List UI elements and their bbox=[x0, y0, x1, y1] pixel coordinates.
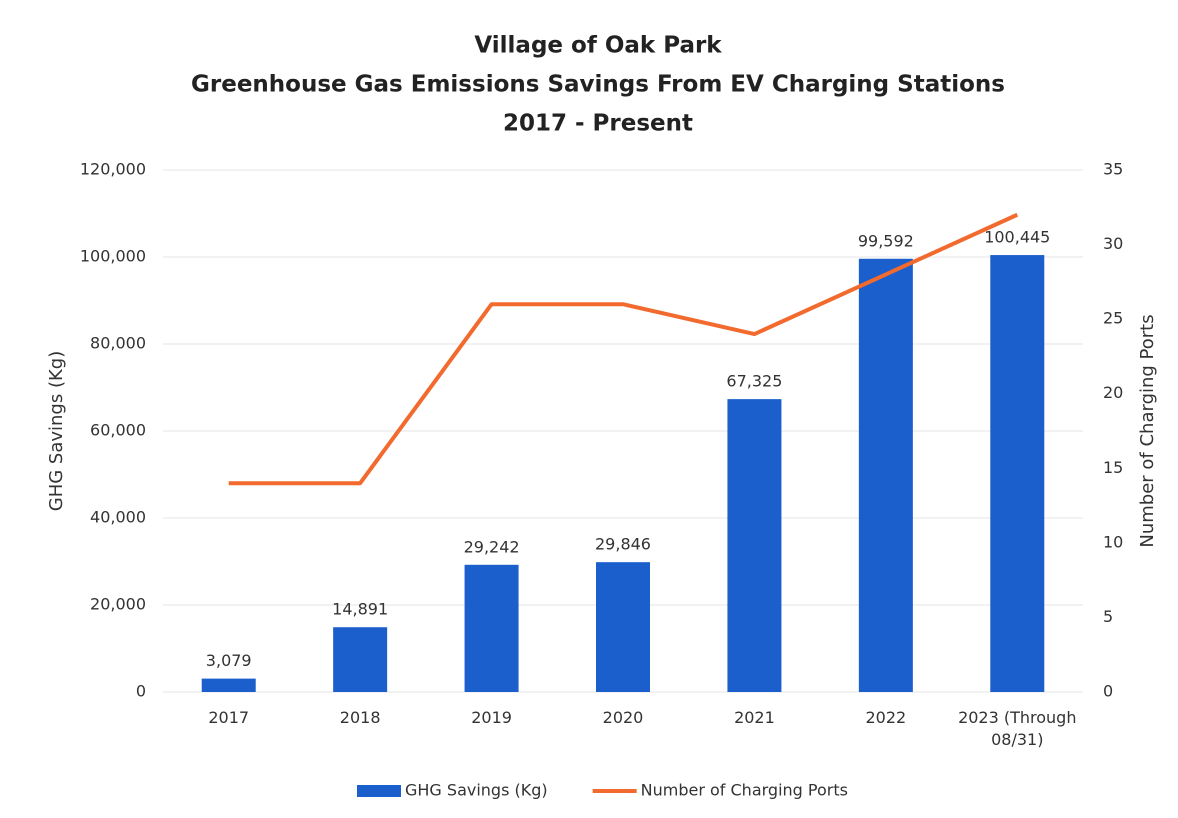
bar bbox=[990, 255, 1045, 692]
bar bbox=[596, 562, 650, 692]
data-label: 99,592 bbox=[858, 231, 914, 250]
y-tick-label: 100,000 bbox=[80, 247, 146, 266]
y2-tick-label: 30 bbox=[1103, 234, 1123, 253]
bar bbox=[464, 564, 519, 692]
y2-tick-label: 5 bbox=[1103, 607, 1113, 626]
x-tick-label: 2022 bbox=[865, 708, 907, 727]
y2-axis-title: Number of Charging Ports bbox=[1137, 314, 1158, 547]
x-tick-label: 2023 (Through 08/31) bbox=[958, 708, 1077, 749]
legend-label: Number of Charging Ports bbox=[641, 781, 848, 800]
bar bbox=[201, 678, 256, 692]
data-label: 3,079 bbox=[206, 651, 252, 670]
y-tick-label: 40,000 bbox=[90, 508, 146, 527]
bar bbox=[858, 258, 913, 692]
legend-label: GHG Savings (Kg) bbox=[405, 781, 548, 800]
data-label: 29,242 bbox=[464, 537, 520, 556]
data-label: 100,445 bbox=[984, 228, 1050, 247]
x-tick-label: 2019 bbox=[471, 708, 512, 727]
y2-tick-label: 15 bbox=[1103, 458, 1123, 477]
y2-tick-label: 0 bbox=[1103, 682, 1113, 701]
x-tick-label: 2017 bbox=[208, 708, 250, 727]
data-label: 14,891 bbox=[332, 600, 388, 619]
chart-title: 2017 - Present bbox=[503, 111, 693, 137]
y-axis-title: GHG Savings (Kg) bbox=[46, 351, 67, 511]
legend-swatch bbox=[357, 785, 401, 797]
x-tick-label: 2018 bbox=[339, 708, 381, 727]
line bbox=[228, 212, 1019, 486]
bar bbox=[333, 627, 388, 692]
data-label: 29,846 bbox=[595, 535, 651, 554]
bar bbox=[727, 399, 782, 692]
y-tick-label: 80,000 bbox=[90, 334, 146, 353]
y-tick-label: 20,000 bbox=[90, 595, 146, 614]
x-tick-label: 2021 bbox=[734, 708, 775, 727]
chart-title: Village of Oak Park bbox=[474, 33, 722, 59]
x-tick-label: 2020 bbox=[602, 708, 644, 727]
y-tick-label: 0 bbox=[136, 682, 146, 701]
data-label: 67,325 bbox=[726, 372, 782, 391]
y2-tick-label: 35 bbox=[1103, 160, 1123, 179]
y2-tick-label: 20 bbox=[1103, 383, 1123, 402]
chart-title: Greenhouse Gas Emissions Savings From EV… bbox=[191, 72, 1005, 98]
y2-tick-label: 25 bbox=[1103, 309, 1123, 328]
y-tick-label: 120,000 bbox=[80, 160, 146, 179]
y-tick-label: 60,000 bbox=[90, 421, 146, 440]
y2-tick-label: 10 bbox=[1103, 532, 1123, 551]
